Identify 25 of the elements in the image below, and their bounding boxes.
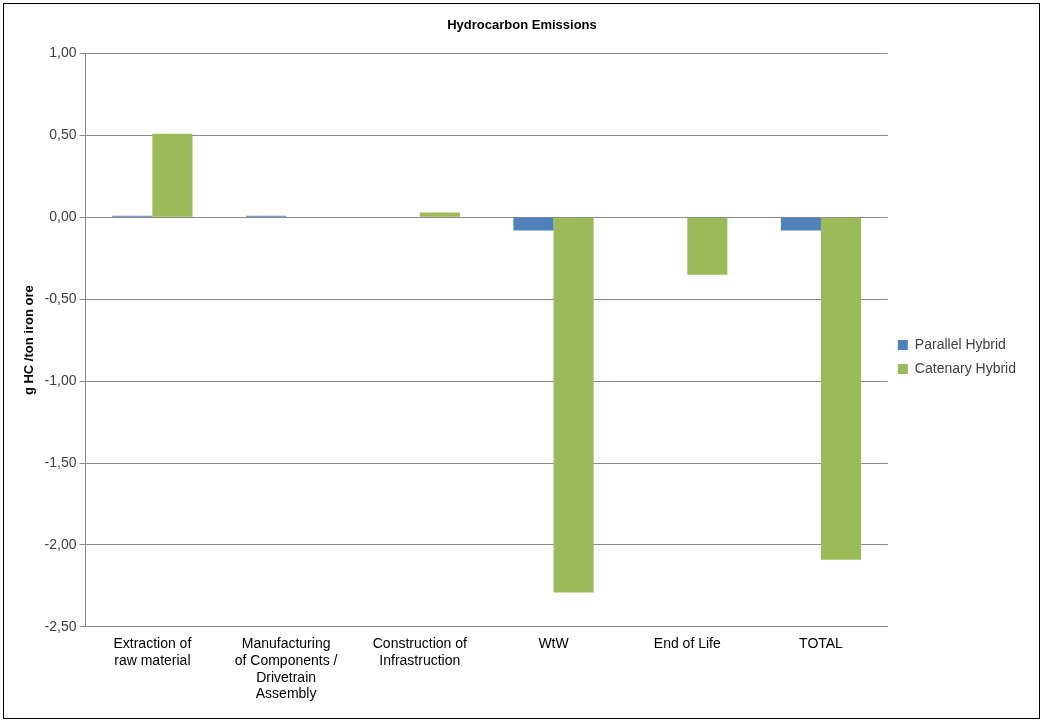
y-tick-label: 0,50: [49, 126, 77, 143]
legend-label: Parallel Hybrid: [914, 335, 1006, 352]
y-tick-label: 1,00: [49, 44, 77, 61]
bar: [152, 133, 193, 217]
x-tick-label: WtW: [538, 635, 570, 652]
bar: [687, 217, 728, 275]
x-tick-label: Manufacturing of Components / Drivetrain Assembly: [234, 635, 338, 702]
legend-label: Catenary Hybrid: [914, 359, 1016, 376]
y-tick-label: -2,00: [44, 535, 77, 552]
x-tick-label: TOTAL: [799, 635, 844, 652]
bar: [820, 217, 862, 560]
bar: [419, 212, 460, 217]
y-tick-label: -0,50: [44, 290, 77, 307]
y-axis-title: g HC /ton iron ore: [21, 285, 37, 396]
y-tick-label: 0,00: [49, 208, 77, 225]
bar: [780, 217, 821, 231]
x-tick-label: Construction of Infrastruction: [372, 635, 467, 668]
y-tick-label: -1,50: [44, 453, 77, 470]
chart-title: Hydrocarbon Emissions: [447, 17, 597, 33]
y-tick-label: -1,00: [44, 372, 77, 388]
y-tick-label: -2,50: [44, 617, 77, 634]
x-tick-label: End of Life: [653, 635, 721, 652]
bar: [513, 217, 554, 231]
bar: [553, 217, 594, 593]
x-tick-label: Extraction of raw material: [113, 635, 192, 668]
